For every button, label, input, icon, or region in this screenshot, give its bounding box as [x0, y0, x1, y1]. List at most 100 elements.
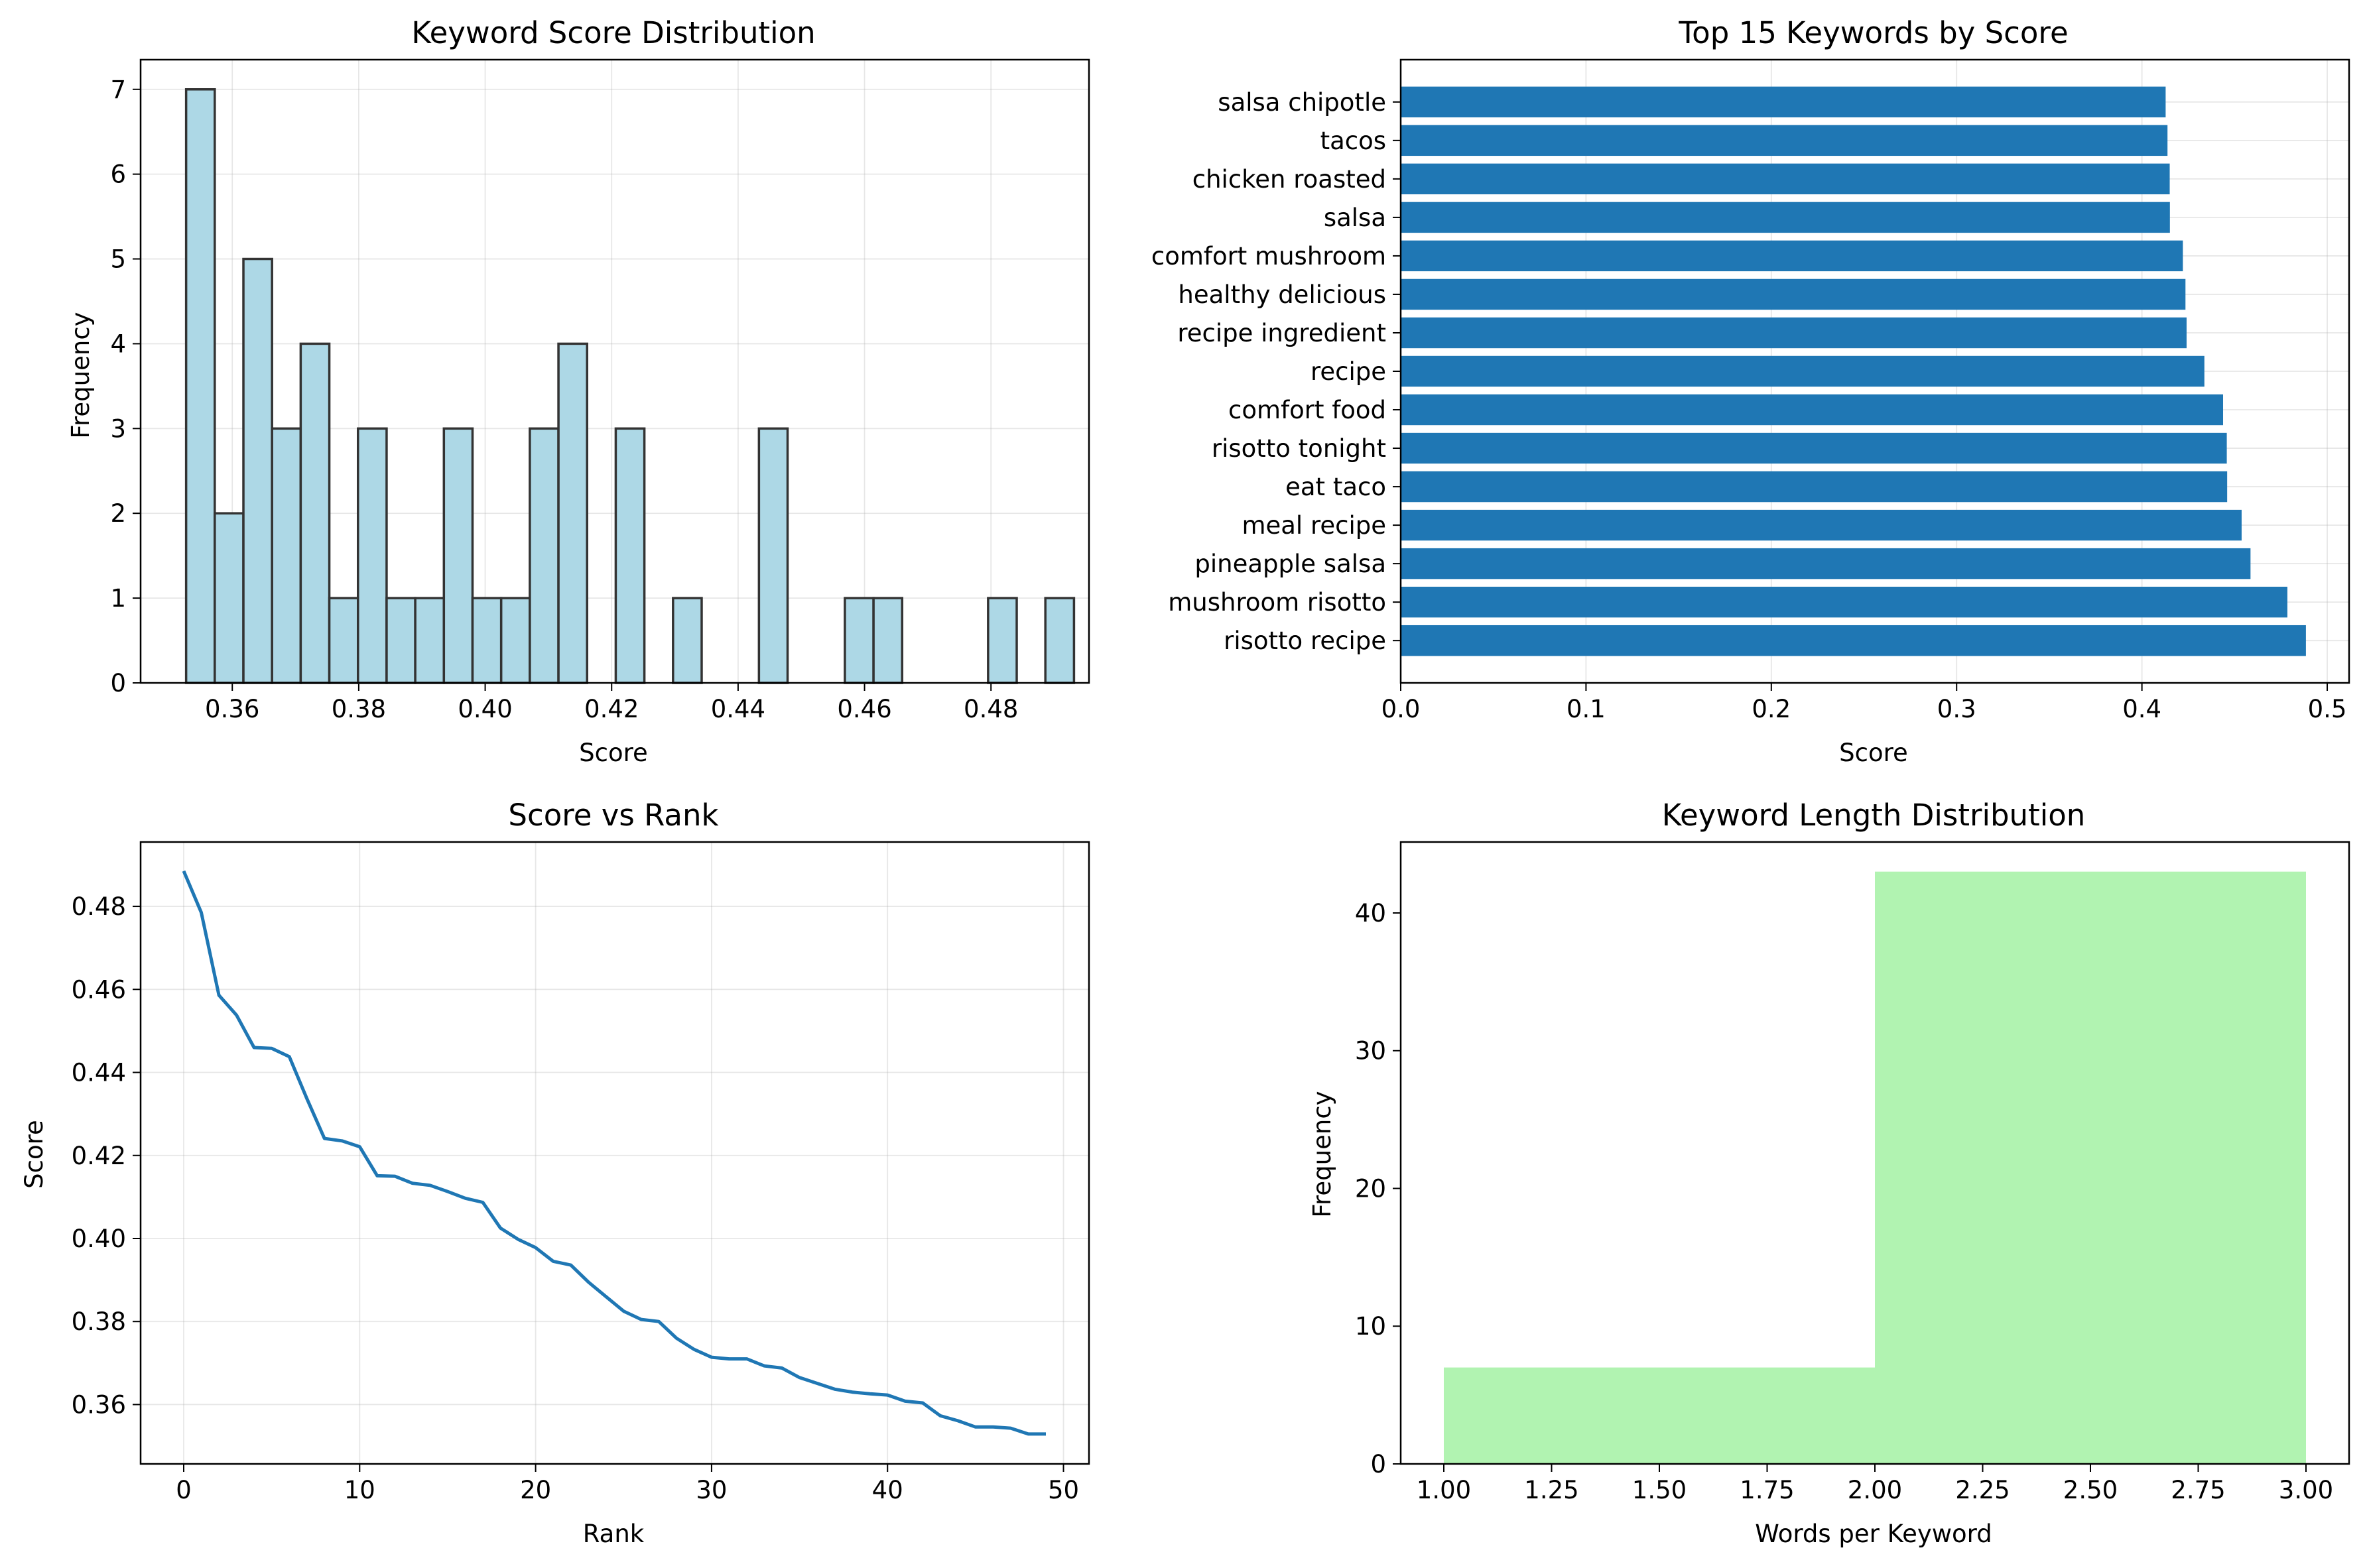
keyword-label: chicken roasted: [1192, 165, 1386, 194]
histogram-bar: [242, 257, 273, 684]
y-tick-label: 0.42: [72, 1142, 126, 1170]
x-tick-label: 0.42: [584, 695, 639, 723]
x-axis-label: Rank: [583, 1520, 645, 1548]
keyword-label: pineapple salsa: [1194, 550, 1386, 578]
keyword-label: eat taco: [1285, 473, 1386, 501]
histogram-bar: [442, 427, 474, 684]
x-tick-label: 0.36: [205, 695, 259, 723]
x-tick-label: 10: [344, 1476, 375, 1504]
y-tick-label: 10: [1355, 1312, 1386, 1341]
score-vs-rank-panel: Score vs Rank Rank Score 0 10 20 30 40 50 0.36…: [20, 798, 1090, 1548]
x-axis-label: Score: [1839, 739, 1908, 767]
histogram-bar: [614, 427, 646, 684]
keyword-label: meal recipe: [1242, 511, 1386, 540]
keyword-bar: [1401, 548, 2251, 579]
keyword-bar: [1401, 432, 2227, 464]
x-tick-label: 2.75: [2171, 1476, 2225, 1504]
score-line: [182, 870, 1046, 1436]
keyword-bar: [1401, 125, 2168, 156]
top-keywords-panel: Top 15 Keywords by Score Score 0.0 0.1 0.2…: [1151, 15, 2350, 767]
keyword-label: mushroom risotto: [1168, 588, 1386, 617]
y-tick-label: 7: [110, 76, 126, 104]
y-tick-label: 1: [110, 584, 126, 613]
x-tick-label: 0.0: [1381, 695, 1421, 723]
keyword-label: healthy delicious: [1178, 280, 1386, 309]
length-bar: [1444, 1367, 1875, 1464]
axes-frame: [139, 58, 1090, 684]
histogram-bar: [471, 597, 503, 684]
x-axis-label: Words per Keyword: [1755, 1520, 1992, 1548]
histogram-bar: [414, 597, 446, 684]
x-tick-label: 20: [520, 1476, 551, 1504]
y-tick-label: 30: [1355, 1037, 1386, 1065]
y-tick-label: 0.46: [72, 975, 126, 1004]
histogram-bar: [557, 342, 588, 684]
histogram-bar: [385, 597, 416, 684]
histogram-bar: [184, 88, 216, 684]
keyword-label: tacos: [1320, 127, 1386, 155]
histogram-bar: [529, 427, 560, 684]
x-tick-label: 0.4: [2122, 695, 2161, 723]
x-tick-label: 0.44: [711, 695, 765, 723]
x-tick-label: 2.25: [1955, 1476, 2010, 1504]
y-tick-label: 3: [110, 414, 126, 443]
x-tick-label: 3.00: [2279, 1476, 2333, 1504]
x-tick-label: 0.2: [1752, 695, 1791, 723]
y-tick-label: 0.44: [72, 1059, 126, 1087]
y-axis-label: Frequency: [1308, 1091, 1336, 1217]
x-tick-label: 1.00: [1417, 1476, 1471, 1504]
keyword-label: recipe: [1311, 357, 1386, 386]
keyword-bar: [1401, 86, 2166, 118]
y-tick-label: 0.36: [72, 1390, 126, 1419]
keyword-bar: [1401, 240, 2183, 272]
x-tick-label: 0: [176, 1476, 192, 1504]
x-tick-label: 40: [872, 1476, 903, 1504]
histogram-bar: [299, 342, 331, 684]
length-bar: [1875, 871, 2306, 1464]
keyword-bar: [1401, 625, 2306, 656]
keyword-bar: [1401, 278, 2186, 310]
x-tick-label: 0.3: [1937, 695, 1976, 723]
keyword-label: salsa: [1324, 204, 1386, 232]
x-tick-label: 2.00: [1848, 1476, 1902, 1504]
keyword-label: salsa chipotle: [1218, 88, 1386, 117]
axes-frame: [1399, 58, 2350, 684]
histogram-bar: [987, 597, 1018, 684]
histogram-bar: [757, 427, 789, 684]
x-tick-label: 50: [1048, 1476, 1079, 1504]
keyword-label: risotto tonight: [1212, 434, 1386, 463]
x-tick-label: 0.48: [964, 695, 1018, 723]
histogram-bar: [1044, 597, 1076, 684]
y-axis-label: Frequency: [66, 312, 95, 438]
y-tick-label: 0.40: [72, 1225, 126, 1253]
y-tick-label: 20: [1355, 1174, 1386, 1203]
score-histogram-panel: Keyword Score Distribution Score Frequen…: [66, 15, 1090, 767]
keyword-bar: [1401, 509, 2242, 541]
chart-title: Score vs Rank: [508, 798, 718, 833]
x-tick-label: 0.38: [332, 695, 386, 723]
chart-title: Keyword Score Distribution: [411, 15, 815, 50]
keyword-length-panel: Keyword Length Distribution Words per Ke…: [1308, 798, 2350, 1548]
y-tick-label: 4: [110, 330, 126, 358]
x-axis-label: Score: [579, 739, 648, 767]
histogram-bar: [672, 597, 703, 684]
y-tick-label: 0: [110, 669, 126, 697]
histogram-bar: [214, 512, 245, 684]
x-tick-label: 30: [696, 1476, 727, 1504]
y-tick-label: 5: [110, 245, 126, 274]
keyword-bar: [1401, 471, 2228, 503]
x-tick-label: 0.1: [1567, 695, 1606, 723]
keyword-label: comfort food: [1228, 396, 1386, 424]
x-tick-label: 0.40: [458, 695, 512, 723]
histogram-bar: [872, 597, 904, 684]
x-tick-label: 1.50: [1632, 1476, 1687, 1504]
y-tick-label: 0.48: [72, 892, 126, 921]
x-tick-label: 0.46: [837, 695, 891, 723]
histogram-bar: [271, 427, 302, 684]
histogram-bar: [357, 427, 388, 684]
chart-title: Keyword Length Distribution: [1662, 798, 2086, 833]
axes-frame: [1399, 841, 2350, 1465]
keyword-label: risotto recipe: [1224, 627, 1386, 655]
x-tick-label: 1.25: [1524, 1476, 1578, 1504]
